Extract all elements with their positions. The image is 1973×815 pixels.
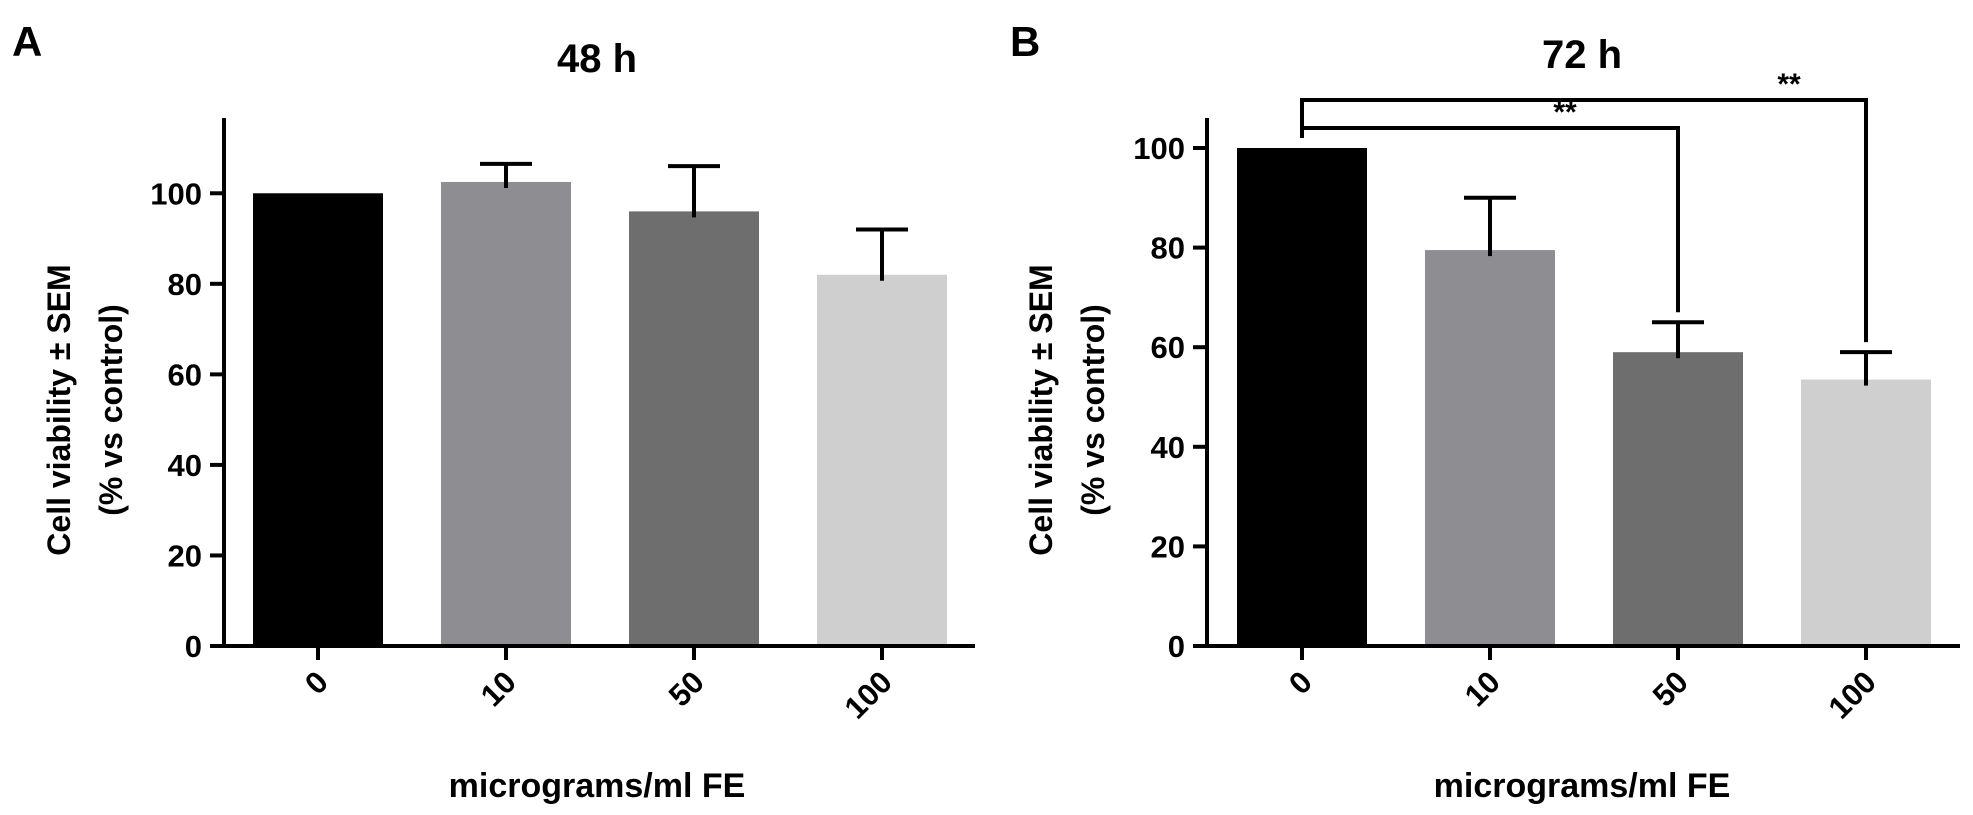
- panel-a-title: 48 h: [557, 37, 637, 81]
- panel-a-y-tick-label-40: 40: [168, 448, 202, 483]
- panel-a-bar-0: [253, 193, 383, 647]
- panel-b-y-axis-label-line2: (% vs control): [1075, 304, 1111, 516]
- panel-b-x-tick-label-10: 10: [1458, 664, 1507, 713]
- panel-a-bar-100: [817, 274, 947, 646]
- panel-b-y-tick-label-40: 40: [1151, 430, 1185, 465]
- panel-b-y-tick-label-60: 60: [1151, 330, 1185, 365]
- panel-b-y-tick-label-100: 100: [1133, 131, 1185, 166]
- panel-b-bar-0: [1237, 148, 1367, 646]
- panel-b-title: 72 h: [1542, 33, 1622, 77]
- panel-a-y-tick-label-100: 100: [150, 176, 202, 211]
- panel-b-significance-bracket-100: [1300, 98, 1868, 343]
- panel-a-y-tick-label-20: 20: [168, 538, 202, 573]
- panel-a-x-tick-label-100: 100: [838, 664, 899, 725]
- panel-a-y-tick-label-60: 60: [168, 357, 202, 392]
- panel-a-x-tick-label-10: 10: [474, 664, 523, 713]
- panel-b-bar-10: [1425, 250, 1555, 646]
- panel-a: A 48 h micrograms/ml FE Cell viability ±…: [12, 18, 975, 805]
- panel-b: B 72 h micrograms/ml FE Cell viability ±…: [1010, 18, 1960, 805]
- panel-b-x-tick-label-0: 0: [1282, 664, 1319, 701]
- panel-b-x-tick-label-100: 100: [1822, 664, 1883, 725]
- panel-b-y-tick-label-20: 20: [1151, 529, 1185, 564]
- panel-a-y-axis-label-line1: Cell viability ± SEM: [41, 264, 77, 555]
- panel-b-bar-100: [1801, 379, 1931, 646]
- panel-a-y-tick-label-0: 0: [185, 629, 202, 664]
- panel-b-bar-50: [1613, 352, 1743, 646]
- panel-a-bar-50: [629, 211, 759, 646]
- panel-b-significance-label-100: **: [1777, 68, 1801, 101]
- panel-a-letter: A: [12, 18, 42, 65]
- panel-a-y-axis-label-line2: (% vs control): [93, 304, 129, 516]
- panel-b-x-axis-label: micrograms/ml FE: [1434, 767, 1731, 805]
- panel-a-bar-10: [441, 181, 571, 647]
- panel-b-plot-area: 0 20 40 60 80 100 0 10 50 100 ** **: [1133, 68, 1960, 726]
- panel-b-significance-label-50: **: [1553, 96, 1577, 129]
- panel-b-letter: B: [1010, 18, 1040, 65]
- panel-a-plot-area: 0 20 40 60 80 100 0 10 50 100: [150, 118, 975, 726]
- panel-b-y-tick-label-80: 80: [1151, 231, 1185, 266]
- panel-b-x-tick-label-50: 50: [1646, 664, 1695, 713]
- panel-a-x-tick-label-0: 0: [298, 664, 335, 701]
- panel-b-y-tick-label-0: 0: [1168, 629, 1185, 664]
- panel-a-y-tick-label-80: 80: [168, 267, 202, 302]
- panel-a-x-tick-label-50: 50: [662, 664, 711, 713]
- panel-b-y-axis-label-line1: Cell viability ± SEM: [1023, 264, 1059, 555]
- panel-a-x-axis-label: micrograms/ml FE: [449, 767, 746, 805]
